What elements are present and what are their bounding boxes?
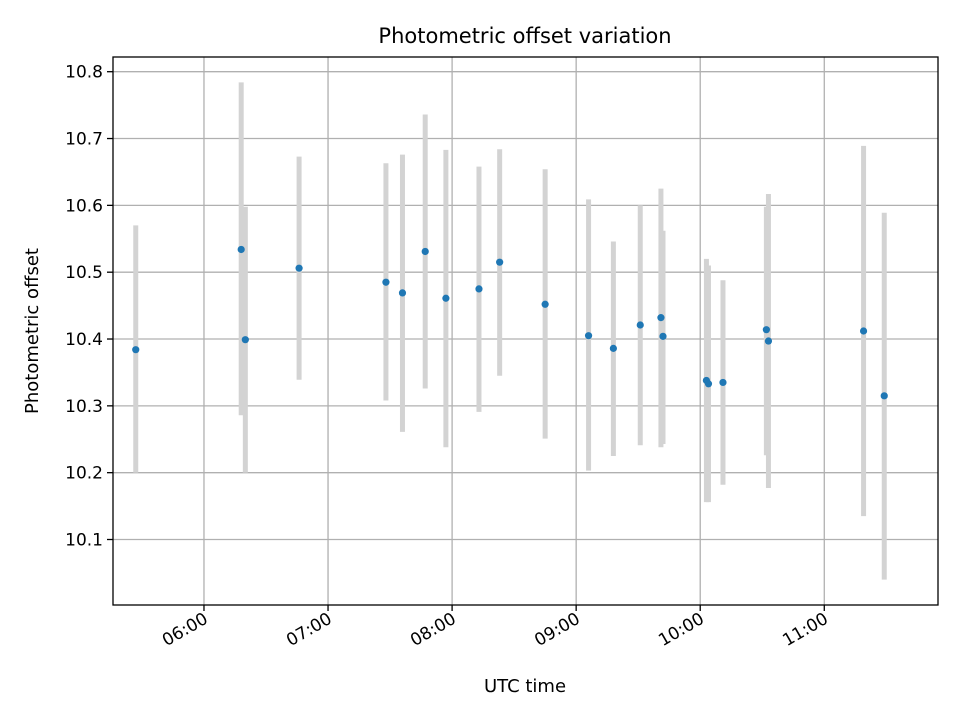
data-point xyxy=(584,332,593,340)
plot-frame xyxy=(112,56,939,606)
x-tick-label: 09:00 xyxy=(531,609,583,651)
data-point xyxy=(132,346,140,354)
data-point xyxy=(859,327,868,335)
data-point xyxy=(880,392,888,400)
y-tick-label: 10.1 xyxy=(65,531,103,551)
x-tick-label: 08:00 xyxy=(407,609,459,651)
data-point xyxy=(295,264,303,272)
y-axis-label: Photometric offset xyxy=(22,248,43,414)
x-tick-label: 10:00 xyxy=(655,609,707,651)
y-tick-label: 10.2 xyxy=(65,464,103,484)
y-tick-label: 10.6 xyxy=(65,196,103,216)
data-point xyxy=(764,337,773,345)
data-point xyxy=(657,314,665,322)
y-axis-ticks: 10.1 10.2 10.3 10.4 10.5 10.6 10.7 10.8 xyxy=(65,63,113,551)
data-point xyxy=(237,245,245,254)
y-tick-label: 10.7 xyxy=(65,130,103,150)
data-point xyxy=(609,344,617,352)
y-tick-label: 10.5 xyxy=(65,263,103,283)
y-tick-label: 10.3 xyxy=(65,397,103,417)
data-points xyxy=(132,245,888,400)
y-tick-label: 10.4 xyxy=(65,330,103,350)
data-point xyxy=(382,278,390,286)
chart-title: Photometric offset variation xyxy=(378,24,671,48)
data-point xyxy=(541,300,549,308)
data-point xyxy=(241,336,249,344)
x-axis-ticks: 06:00 07:00 08:00 09:00 10:00 11:00 xyxy=(159,605,832,651)
x-tick-label: 07:00 xyxy=(283,609,335,651)
data-point xyxy=(398,289,407,297)
x-tick-label: 11:00 xyxy=(779,609,831,651)
y-tick-label: 10.8 xyxy=(65,63,103,83)
data-point xyxy=(421,247,429,256)
data-point xyxy=(659,332,667,340)
x-tick-label: 06:00 xyxy=(159,609,211,651)
x-axis-label: UTC time xyxy=(484,676,566,697)
data-point xyxy=(636,321,644,329)
data-point xyxy=(475,285,483,293)
data-point xyxy=(762,326,770,334)
data-point xyxy=(442,294,450,302)
data-point xyxy=(496,258,504,266)
data-point xyxy=(704,380,713,388)
grid-lines xyxy=(113,57,938,605)
data-point xyxy=(719,378,727,387)
error-bars xyxy=(133,82,887,580)
